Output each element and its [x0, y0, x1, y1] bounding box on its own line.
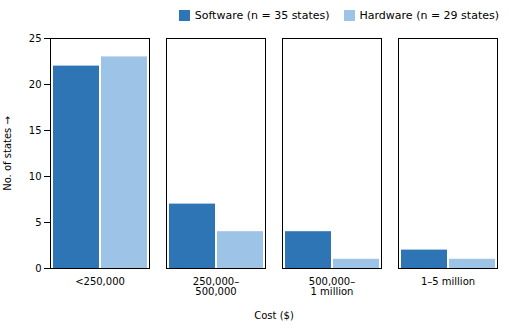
svg-text:5: 5 — [35, 217, 41, 228]
svg-text:1–5 million: 1–5 million — [421, 276, 475, 287]
svg-text:<250,000: <250,000 — [75, 276, 125, 287]
svg-text:10: 10 — [29, 171, 42, 182]
html-text:Software (n = 35 states): Software (n = 35 states) — [194, 8, 330, 22]
svg-text:0: 0 — [35, 263, 41, 274]
svg-text:20: 20 — [29, 79, 42, 90]
svg-text:25: 25 — [29, 33, 42, 44]
svg-text:No. of states →: No. of states → — [2, 116, 13, 191]
svg-text:Cost ($): Cost ($) — [254, 310, 294, 321]
svg-text:500,000–1 million: 500,000–1 million — [309, 276, 355, 297]
html-text:Hardware (n = 29 states): Hardware (n = 29 states) — [359, 8, 499, 22]
svg-text:250,000–500,000: 250,000–500,000 — [193, 276, 239, 297]
svg-text:15: 15 — [29, 125, 42, 136]
